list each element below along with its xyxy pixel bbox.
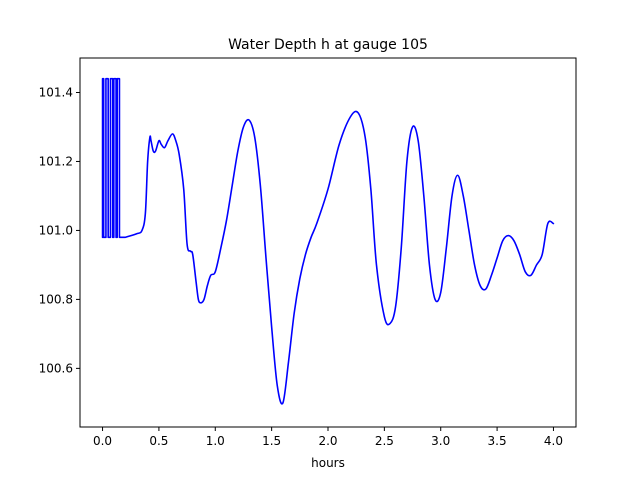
x-tick-label: 4.0: [544, 434, 563, 448]
y-tick-label: 101.2: [39, 154, 73, 168]
x-tick-label: 2.5: [375, 434, 394, 448]
x-axis: 0.0 0.5 1.0 1.5 2.0 2.5 3.0 3.5 4.0: [93, 427, 563, 448]
plot-area: [79, 57, 577, 428]
x-tick-label: 3.0: [431, 434, 450, 448]
y-tick-label: 101.4: [39, 85, 73, 99]
x-tick-label: 3.5: [488, 434, 507, 448]
x-tick-label: 0.0: [93, 434, 112, 448]
y-tick-label: 101.0: [39, 223, 73, 237]
chart-title: Water Depth h at gauge 105: [228, 37, 428, 53]
x-tick-label: 2.0: [318, 434, 337, 448]
y-tick-label: 100.6: [39, 361, 73, 375]
x-tick-label: 1.5: [262, 434, 281, 448]
x-axis-label: hours: [311, 456, 345, 470]
y-tick-label: 100.8: [39, 292, 73, 306]
x-tick-label: 0.5: [149, 434, 168, 448]
series-line: [101, 77, 555, 405]
y-axis: 100.6 100.8 101.0 101.2 101.4: [39, 85, 80, 375]
x-tick-label: 1.0: [206, 434, 225, 448]
